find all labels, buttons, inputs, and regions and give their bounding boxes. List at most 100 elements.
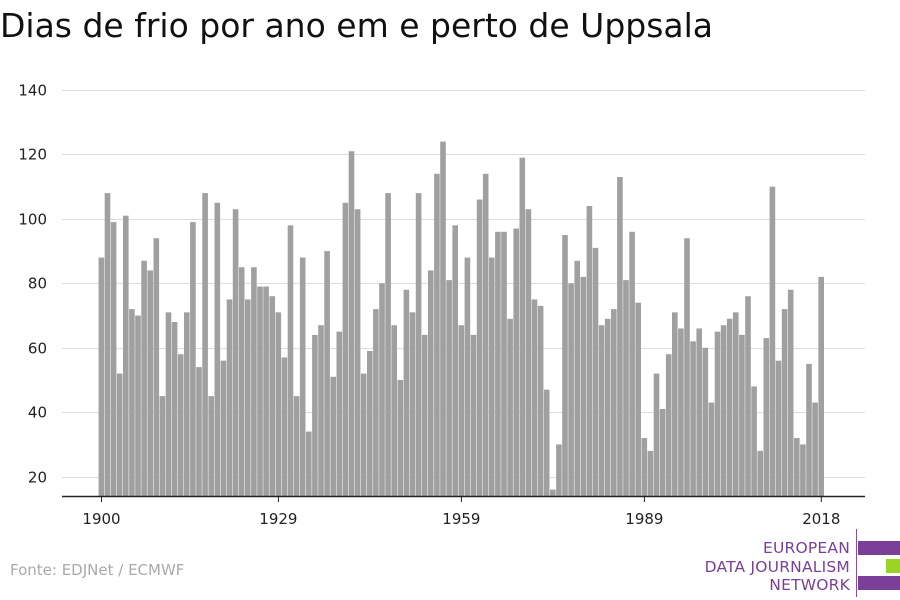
bar <box>293 396 300 496</box>
bar <box>135 315 141 496</box>
bar <box>367 351 373 496</box>
bar <box>415 193 422 497</box>
bar <box>324 251 330 496</box>
bars <box>98 141 824 497</box>
bar <box>476 199 483 496</box>
bar <box>635 302 641 496</box>
bar <box>696 328 702 496</box>
bar <box>751 386 757 496</box>
bar <box>720 325 727 496</box>
bar <box>141 260 147 496</box>
y-tick-label: 40 <box>28 404 47 422</box>
y-tick-label: 120 <box>18 146 47 164</box>
bar <box>202 193 208 497</box>
bar <box>208 396 214 496</box>
x-tick-label: 1900 <box>82 510 120 528</box>
bar <box>409 312 416 496</box>
logo-line-1: EUROPEAN <box>762 539 850 557</box>
bar <box>220 360 227 496</box>
bar <box>214 202 221 496</box>
bar <box>360 373 367 496</box>
bar <box>623 280 629 496</box>
logo-bar-green <box>886 559 900 573</box>
bar <box>495 231 501 496</box>
bar <box>379 283 385 496</box>
bar <box>104 193 111 497</box>
bar <box>543 389 550 496</box>
bar <box>299 257 306 496</box>
bar <box>556 444 562 496</box>
bar <box>428 270 434 496</box>
x-tick-label: 1959 <box>442 510 480 528</box>
bar <box>580 276 587 496</box>
bar <box>403 289 410 496</box>
bar <box>507 318 513 496</box>
bar <box>257 286 263 496</box>
bar <box>385 193 391 497</box>
bar <box>171 322 178 496</box>
bar <box>690 341 696 496</box>
x-tick-label: 1929 <box>259 510 297 528</box>
bar <box>781 309 788 496</box>
y-tick-label: 60 <box>28 340 47 358</box>
bar <box>147 270 153 496</box>
axes: 20 40 60 80 100 120 140 1900 1929 1959 1989 2018 <box>18 82 865 528</box>
bar <box>604 318 611 496</box>
bar <box>110 222 117 497</box>
bar <box>568 283 574 496</box>
bar <box>537 305 544 496</box>
bar <box>159 396 166 496</box>
bar <box>708 402 715 496</box>
bar <box>812 402 818 496</box>
bar <box>373 309 379 496</box>
bar <box>806 363 812 496</box>
bar <box>312 334 318 496</box>
logo-divider <box>856 529 857 597</box>
bar <box>281 357 288 496</box>
x-tick-label: 1989 <box>625 510 663 528</box>
bar <box>421 334 428 496</box>
bar <box>116 373 123 496</box>
bar <box>647 450 654 496</box>
bar <box>757 450 763 496</box>
bar <box>726 318 733 496</box>
bar <box>525 209 532 496</box>
bar <box>342 202 349 496</box>
bar <box>818 276 824 496</box>
bar <box>745 296 751 496</box>
bar <box>129 309 135 496</box>
bar <box>800 444 806 496</box>
bar <box>226 299 233 496</box>
x-tick-label: 2018 <box>802 510 840 528</box>
bar <box>629 231 635 496</box>
bar <box>519 157 526 497</box>
bar <box>665 354 672 496</box>
bar <box>245 299 251 496</box>
y-tick-label: 80 <box>28 275 47 293</box>
bar <box>434 173 440 496</box>
bar <box>653 373 660 496</box>
bar <box>733 312 739 496</box>
bar <box>678 328 684 496</box>
bar <box>659 409 666 496</box>
bar <box>714 331 721 496</box>
bar <box>531 299 538 496</box>
bar <box>617 177 623 496</box>
bar <box>458 325 465 496</box>
y-tick-label: 100 <box>18 211 47 229</box>
bar <box>592 247 599 496</box>
bar <box>574 260 580 496</box>
bar <box>446 280 452 496</box>
bar <box>348 151 355 496</box>
bar <box>336 331 343 496</box>
bar <box>763 338 770 496</box>
bar <box>489 257 495 496</box>
bar <box>470 334 477 496</box>
source-note: Fonte: EDJNet / ECMWF <box>10 561 185 579</box>
bar <box>263 286 269 496</box>
logo-line-3: NETWORK <box>769 576 850 594</box>
bar <box>318 325 324 496</box>
bar <box>306 431 312 496</box>
bar <box>702 347 709 496</box>
bar <box>397 380 404 496</box>
